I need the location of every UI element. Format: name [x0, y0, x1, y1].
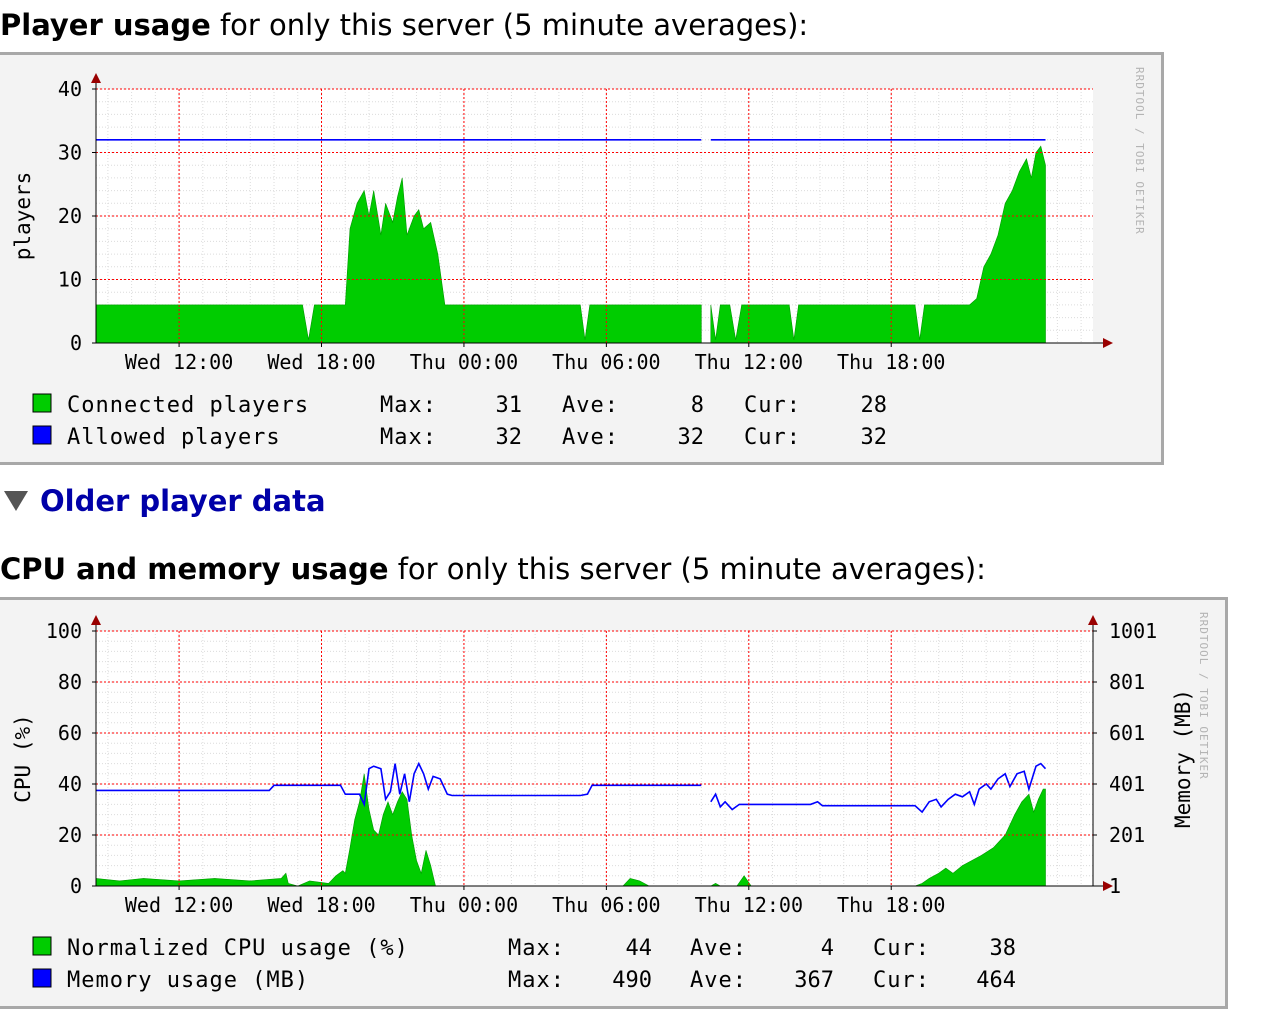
y-right-axis-label: Memory (MB): [1171, 689, 1195, 828]
series-1-line: [710, 762, 1047, 814]
y-right-tick-label: 401: [1109, 772, 1145, 796]
y-axis-label: CPU (%): [11, 714, 35, 803]
legend-cur-label: Cur:: [744, 425, 801, 450]
y-tick-label: 0: [70, 874, 82, 898]
legend-max-label: Max:: [380, 393, 437, 418]
x-tick-label: Thu 18:00: [837, 893, 945, 917]
x-axis-arrow: [1103, 338, 1113, 348]
legend-ave-value: 367: [794, 968, 834, 993]
y-right-tick-label: 201: [1109, 823, 1145, 847]
series-0-area: [95, 773, 702, 887]
player-usage-heading: Player usage for only this server (5 min…: [0, 5, 808, 45]
y-right-tick-label: 1001: [1109, 619, 1157, 643]
x-tick-label: Wed 18:00: [267, 893, 375, 917]
y-tick-label: 0: [70, 331, 82, 355]
x-tick-label: Wed 12:00: [125, 893, 233, 917]
legend-max-value: 490: [612, 968, 652, 993]
legend-max-label: Max:: [380, 425, 437, 450]
legend-cur-value: 38: [990, 936, 1017, 961]
y-tick-label: 40: [58, 77, 82, 101]
cpu-memory-heading: CPU and memory usage for only this serve…: [0, 549, 986, 589]
y-tick-label: 20: [58, 823, 82, 847]
player-graph-frame: Wed 12:00 Wed 18:00 Thu 00:00 Thu 06:00 Thu …: [0, 52, 1164, 465]
y-tick-label: 100: [46, 619, 82, 643]
series-0-area: [710, 145, 1046, 344]
x-tick-label: Thu 00:00: [410, 350, 518, 374]
legend-max-label: Max:: [508, 968, 565, 993]
legend-max-value: 32: [496, 425, 523, 450]
cpu-memory-graph: Wed 12:00 Wed 18:00 Thu 00:00 Thu 06:00 Thu …: [11, 612, 1210, 993]
x-tick-label: Thu 00:00: [410, 893, 518, 917]
legend-cur-value: 28: [861, 393, 888, 418]
y-tick-label: 40: [58, 772, 82, 796]
legend-ave-label: Ave:: [690, 936, 747, 961]
series-0-area: [95, 177, 702, 344]
legend-swatch: [32, 936, 52, 956]
y-tick-label: 30: [58, 141, 82, 165]
x-tick-label: Thu 12:00: [695, 350, 803, 374]
player-usage-heading-bold: Player usage: [0, 8, 211, 42]
x-tick-label: Thu 12:00: [695, 893, 803, 917]
legend-cur-value: 464: [976, 968, 1016, 993]
legend-ave-label: Ave:: [562, 425, 619, 450]
legend-ave-label: Ave:: [690, 968, 747, 993]
player-usage-heading-rest: for only this server (5 minute averages)…: [210, 8, 809, 42]
legend-cur-label: Cur:: [744, 393, 801, 418]
rrdtool-watermark: RRDTOOL / TOBI OETIKER: [1133, 67, 1146, 235]
older-player-data-label[interactable]: Older player data: [40, 484, 326, 518]
legend-swatch: [32, 425, 52, 445]
player-usage-graph: Wed 12:00 Wed 18:00 Thu 00:00 Thu 06:00 Thu …: [11, 67, 1146, 450]
y-axis-arrow: [91, 73, 101, 83]
x-tick-label: Thu 06:00: [552, 893, 660, 917]
y-axis-label: players: [11, 172, 35, 261]
legend-series-name: Allowed players: [67, 425, 281, 450]
older-player-data-toggle[interactable]: Older player data: [4, 483, 326, 519]
series-1-line: [96, 761, 702, 808]
y-axis-arrow: [91, 615, 101, 625]
legend-ave-label: Ave:: [562, 393, 619, 418]
plot-area: [96, 631, 1093, 886]
x-axis-arrow: [1103, 881, 1113, 891]
cpu-graph-frame: Wed 12:00 Wed 18:00 Thu 00:00 Thu 06:00 Thu …: [0, 597, 1228, 1009]
y-tick-label: 20: [58, 204, 82, 228]
y-tick-label: 10: [58, 268, 82, 292]
triangle-down-icon: [4, 491, 28, 511]
legend-max-value: 44: [626, 936, 653, 961]
x-tick-label: Wed 18:00: [267, 350, 375, 374]
rrdtool-watermark: RRDTOOL / TOBI OETIKER: [1197, 612, 1210, 780]
x-tick-label: Wed 12:00: [125, 350, 233, 374]
y-right-tick-label: 601: [1109, 721, 1145, 745]
y-right-tick-label: 801: [1109, 670, 1145, 694]
y-right-axis-arrow: [1088, 615, 1098, 625]
series-0-area: [710, 788, 1046, 887]
legend-ave-value: 8: [691, 393, 704, 418]
legend-max-label: Max:: [508, 936, 565, 961]
legend-swatch: [32, 393, 52, 413]
legend-cur-label: Cur:: [873, 968, 930, 993]
legend-series-name: Memory usage (MB): [67, 968, 309, 993]
x-tick-label: Thu 18:00: [837, 350, 945, 374]
legend-cur-label: Cur:: [873, 936, 930, 961]
y-tick-label: 80: [58, 670, 82, 694]
y-tick-label: 60: [58, 721, 82, 745]
legend-series-name: Normalized CPU usage (%): [67, 936, 409, 961]
cpu-memory-heading-bold: CPU and memory usage: [0, 552, 389, 586]
legend-series-name: Connected players: [67, 393, 309, 418]
cpu-memory-heading-rest: for only this server (5 minute averages)…: [388, 552, 986, 586]
x-tick-label: Thu 06:00: [552, 350, 660, 374]
legend-max-value: 31: [496, 393, 523, 418]
legend-swatch: [32, 968, 52, 988]
legend-ave-value: 32: [678, 425, 705, 450]
y-right-tick-label: 1: [1109, 874, 1121, 898]
legend-cur-value: 32: [861, 425, 888, 450]
legend-ave-value: 4: [821, 936, 834, 961]
